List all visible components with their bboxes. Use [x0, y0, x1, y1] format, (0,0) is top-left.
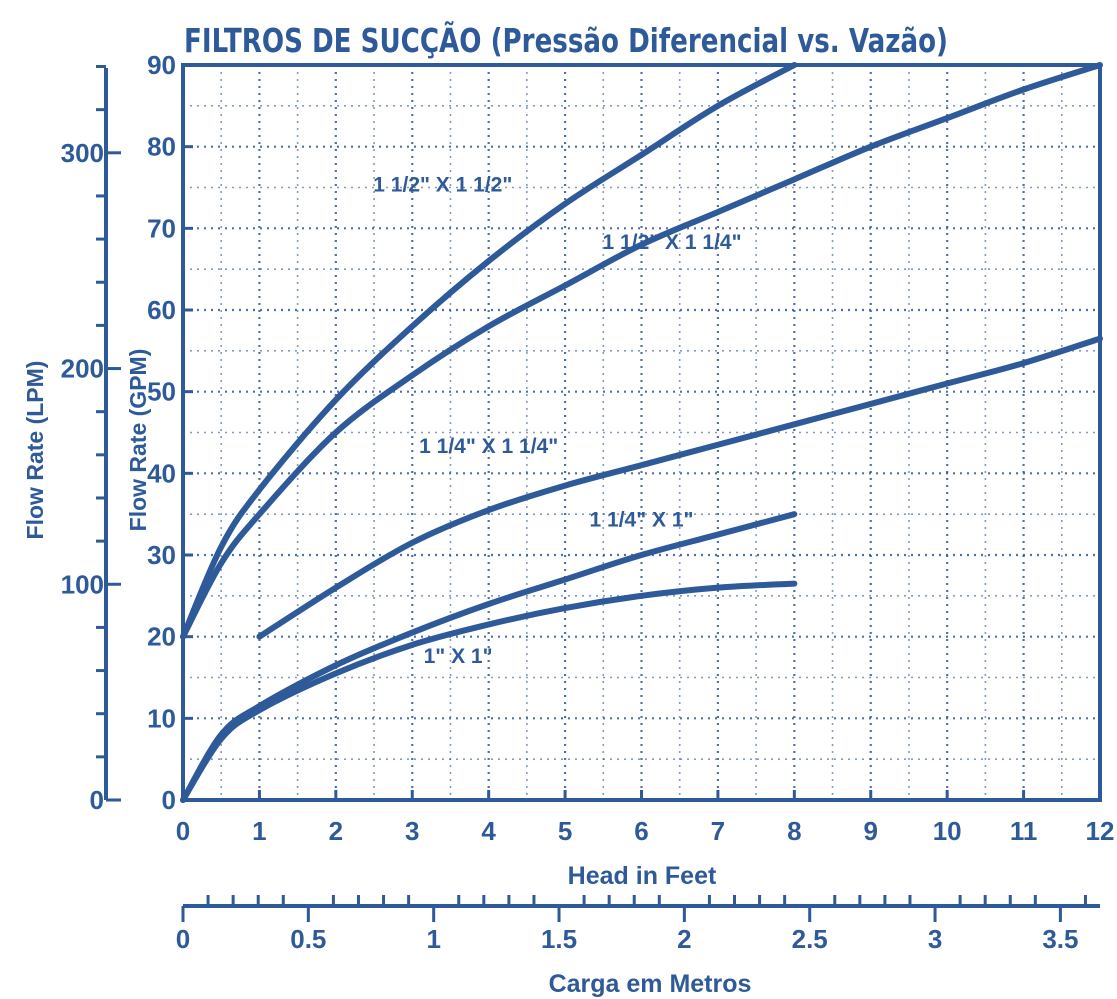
series-line-2 — [180, 62, 1103, 640]
x-tick-label: 5 — [558, 816, 572, 846]
y2-tick-label: 0 — [90, 785, 104, 815]
x-tick-label: 2 — [329, 816, 343, 846]
series-line-3 — [256, 335, 1103, 640]
y2-tick-label: 200 — [61, 354, 104, 384]
y-axis-label: Flow Rate (GPM) — [125, 349, 151, 532]
x-tick-label: 9 — [864, 816, 878, 846]
y-tick-label: 0 — [162, 785, 176, 815]
x-tick-label: 8 — [787, 816, 801, 846]
x2-tick-label: 2.5 — [792, 924, 828, 954]
y-tick-label: 30 — [147, 540, 176, 570]
x2-tick-label: 2 — [677, 924, 691, 954]
x-tick-label: 0 — [176, 816, 190, 846]
y-tick-label: 60 — [147, 295, 176, 325]
x-axis-label: Head in Feet — [568, 862, 717, 890]
x2-tick-label: 0.5 — [290, 924, 326, 954]
y2-tick-label: 100 — [61, 569, 104, 599]
series-label-2: 1 1/2" X 1 1/4" — [603, 231, 742, 254]
x2-tick-label: 1.5 — [541, 924, 577, 954]
x-tick-label: 1 — [252, 816, 266, 846]
series-line-5 — [180, 580, 798, 803]
x-tick-label: 6 — [634, 816, 648, 846]
x2-tick-label: 3 — [928, 924, 942, 954]
x2-tick-label: 0 — [176, 924, 190, 954]
series-line-1 — [180, 62, 798, 640]
series-line-4 — [180, 511, 798, 803]
x2-axis-label: Carga em Metros — [549, 970, 752, 998]
y-tick-label: 50 — [147, 377, 176, 407]
chart-title: FILTROS DE SUCÇÃO (Pressão Diferencial v… — [184, 20, 948, 60]
x-tick-label: 10 — [933, 816, 962, 846]
series-label-3: 1 1/4" X 1 1/4" — [419, 435, 558, 458]
series-label-5: 1" X 1" — [424, 645, 493, 668]
grid — [183, 65, 1100, 800]
y-tick-label: 40 — [147, 458, 176, 488]
x-tick-label: 3 — [405, 816, 419, 846]
y-tick-label: 80 — [147, 132, 176, 162]
x-tick-label: 12 — [1086, 816, 1115, 846]
x2-tick-label: 3.5 — [1042, 924, 1078, 954]
series-label-4: 1 1/4" X 1" — [590, 508, 694, 531]
y2-tick-label: 300 — [61, 138, 104, 168]
series-labels: 1 1/2" X 1 1/2" 1 1/2" X 1 1/4" 1 1/4" X 1… — [373, 174, 741, 668]
series-group — [180, 62, 1103, 803]
y-tick-label: 70 — [147, 213, 176, 243]
x-tick-label: 11 — [1010, 816, 1038, 846]
y-tick-label: 10 — [147, 703, 176, 733]
y2-axis-label: Flow Rate (LPM) — [22, 361, 48, 540]
y-tick-label: 90 — [147, 50, 176, 80]
x-tick-label: 4 — [481, 816, 496, 846]
x2-tick-label: 1 — [426, 924, 440, 954]
x-tick-label: 7 — [711, 816, 725, 846]
series-label-1: 1 1/2" X 1 1/2" — [373, 174, 512, 197]
y-tick-label: 20 — [147, 622, 176, 652]
